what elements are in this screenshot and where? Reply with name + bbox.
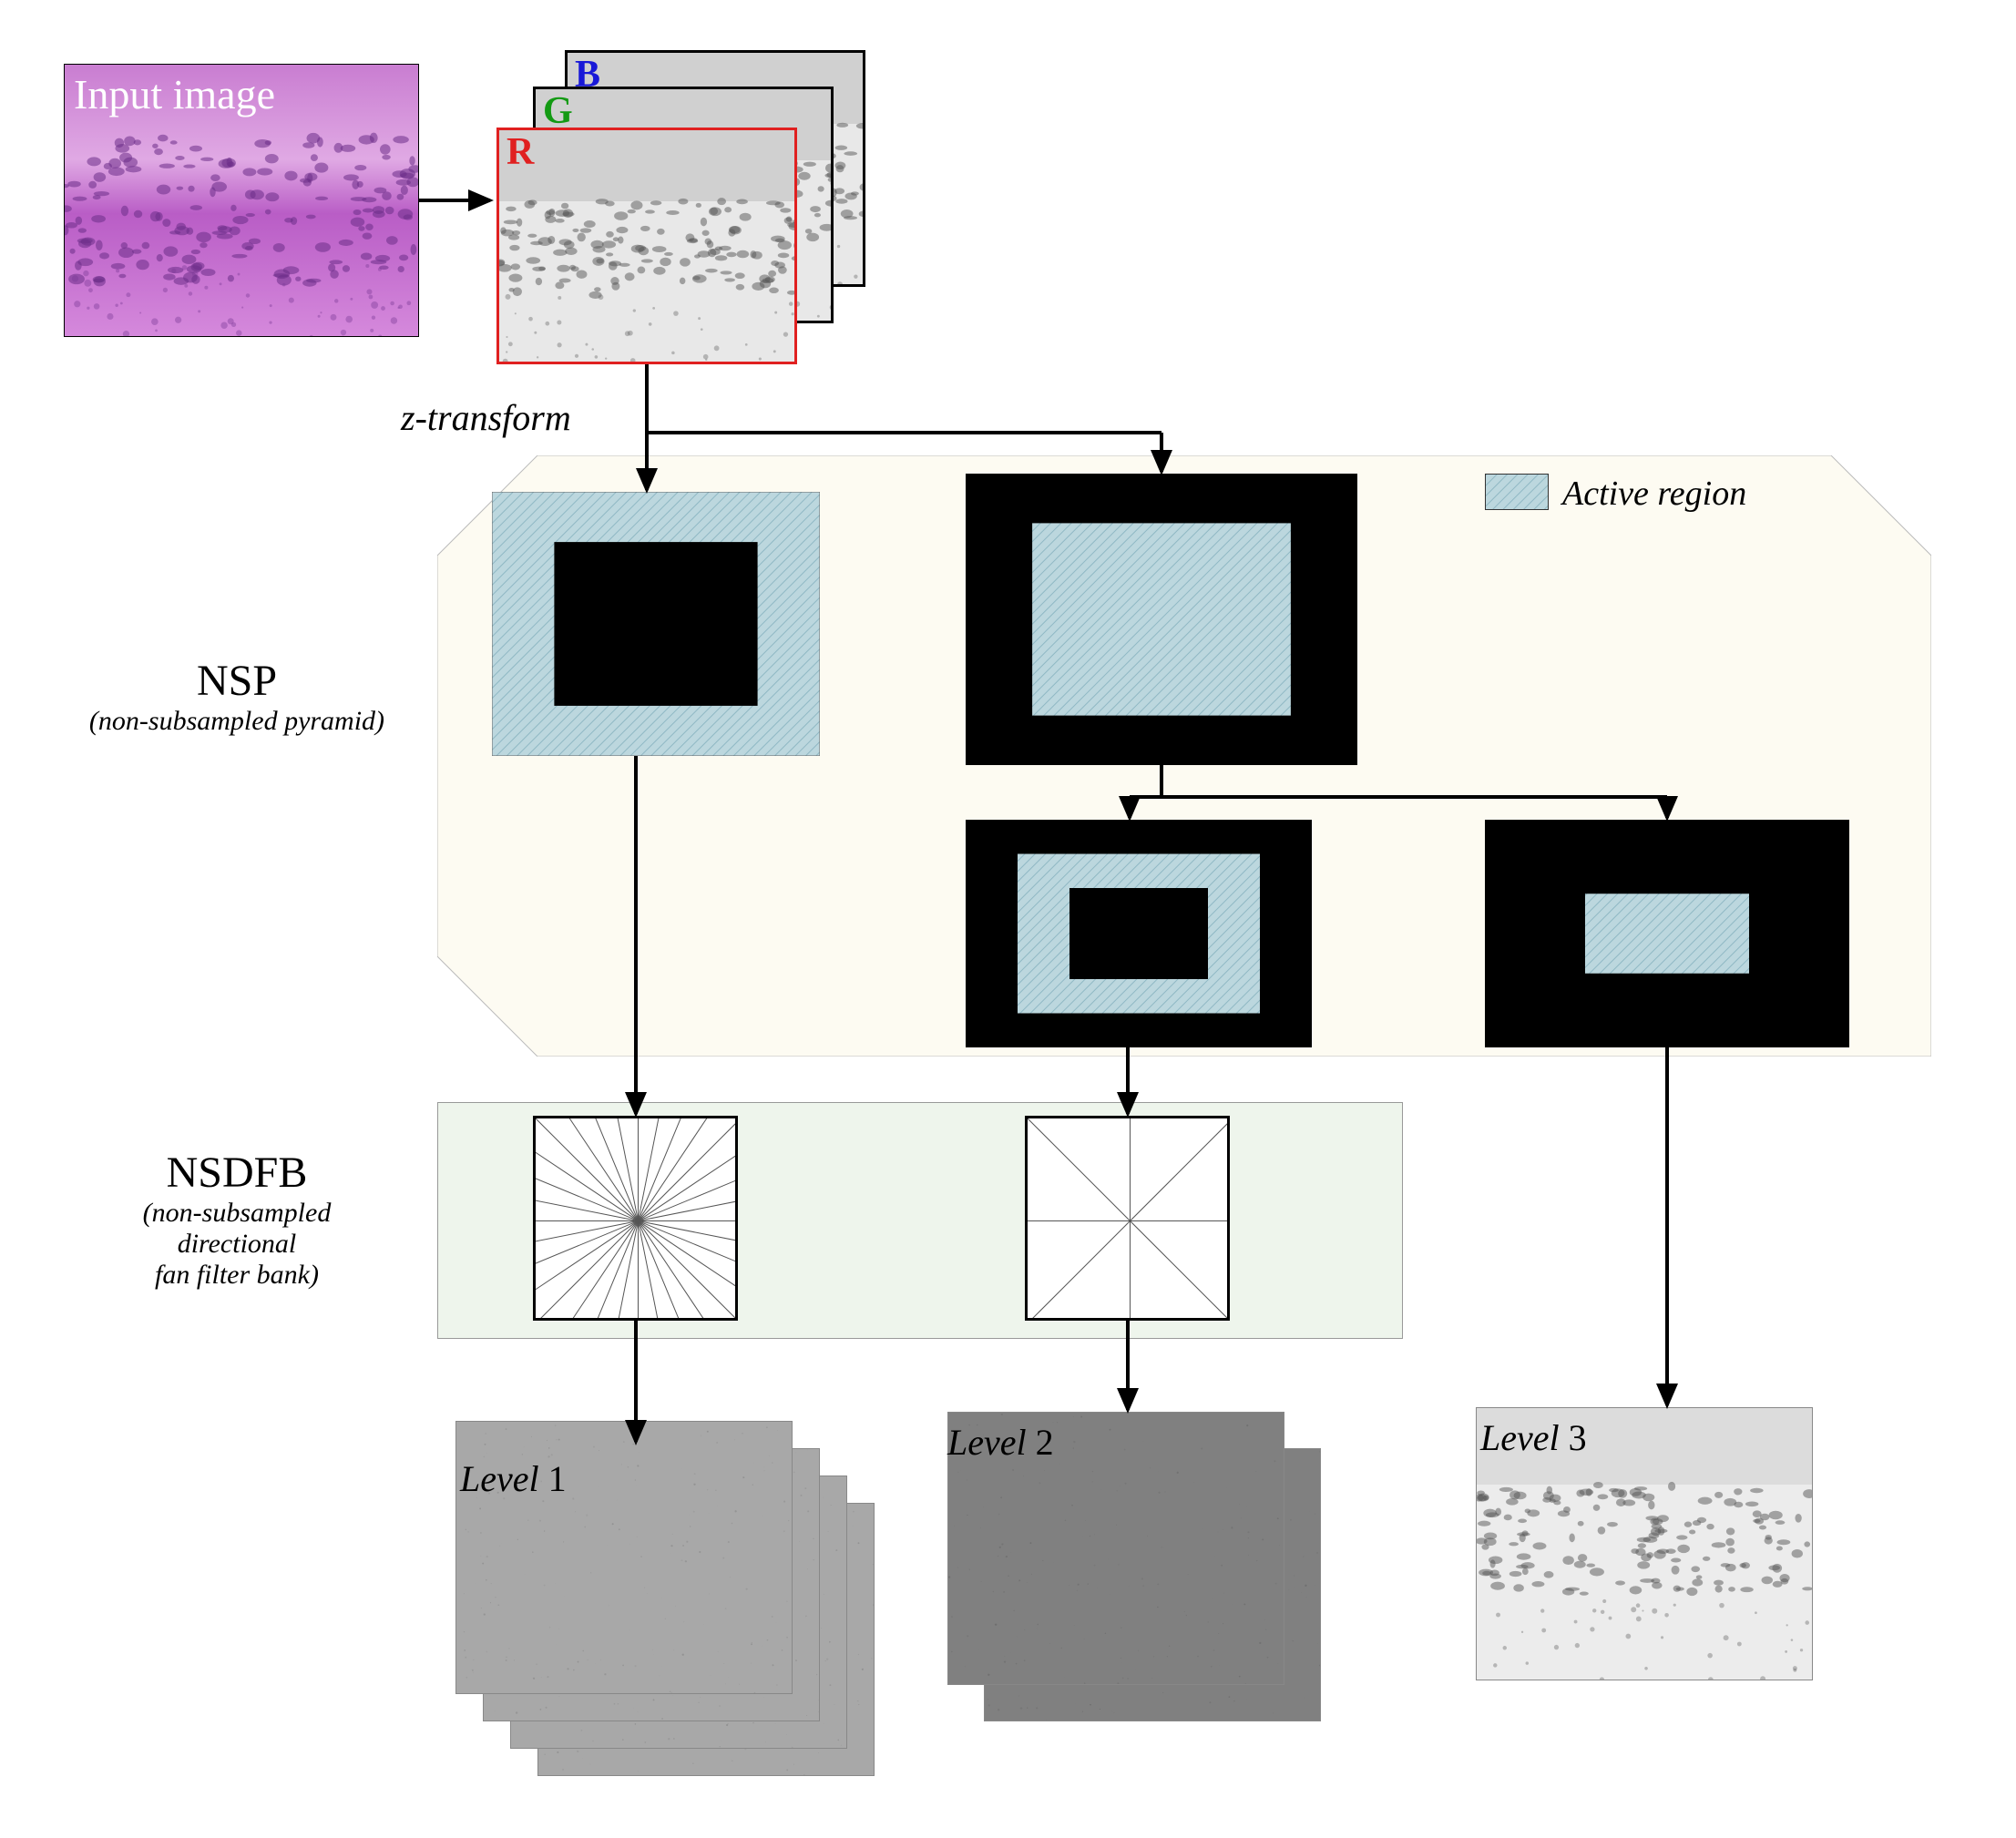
nsdfb-subtitle: (non-subsampleddirectionalfan filter ban… <box>55 1198 419 1291</box>
fan-filter-4 <box>1025 1116 1230 1321</box>
level1-label: Level 1 <box>460 1457 567 1500</box>
input-image-tile: Input image <box>64 64 419 337</box>
nsp-filter-highpass-l2 <box>1485 820 1849 1047</box>
nsp-filter-bandpass-l2 <box>966 820 1312 1047</box>
level3-label: Level 3 <box>1480 1416 1587 1459</box>
nsdfb-title-block: NSDFB (non-subsampleddirectionalfan filt… <box>55 1148 419 1291</box>
level2-label: Level 2 <box>947 1421 1054 1464</box>
nsp-title-block: NSP (non-subsampled pyramid) <box>55 656 419 737</box>
input-image-label: Input image <box>74 70 275 118</box>
nsp-filter-highpass-l1 <box>966 474 1357 765</box>
channel-tile-r: R <box>496 128 797 364</box>
z-transform-label: z-transform <box>401 396 571 439</box>
channel-label-r: R <box>507 130 534 174</box>
fan-filter-16 <box>533 1116 738 1321</box>
active-region-legend-swatch <box>1485 474 1549 510</box>
nsp-title: NSP <box>55 656 419 706</box>
channel-label-g: G <box>543 89 573 133</box>
active-region-legend-label: Active region <box>1562 474 1746 514</box>
diagram-canvas: Input image BGR z-transform NSP (non-sub… <box>36 36 1980 1802</box>
nsdfb-title: NSDFB <box>55 1148 419 1198</box>
nsp-subtitle: (non-subsampled pyramid) <box>55 706 419 737</box>
nsp-filter-lowpass-l1 <box>492 492 820 756</box>
